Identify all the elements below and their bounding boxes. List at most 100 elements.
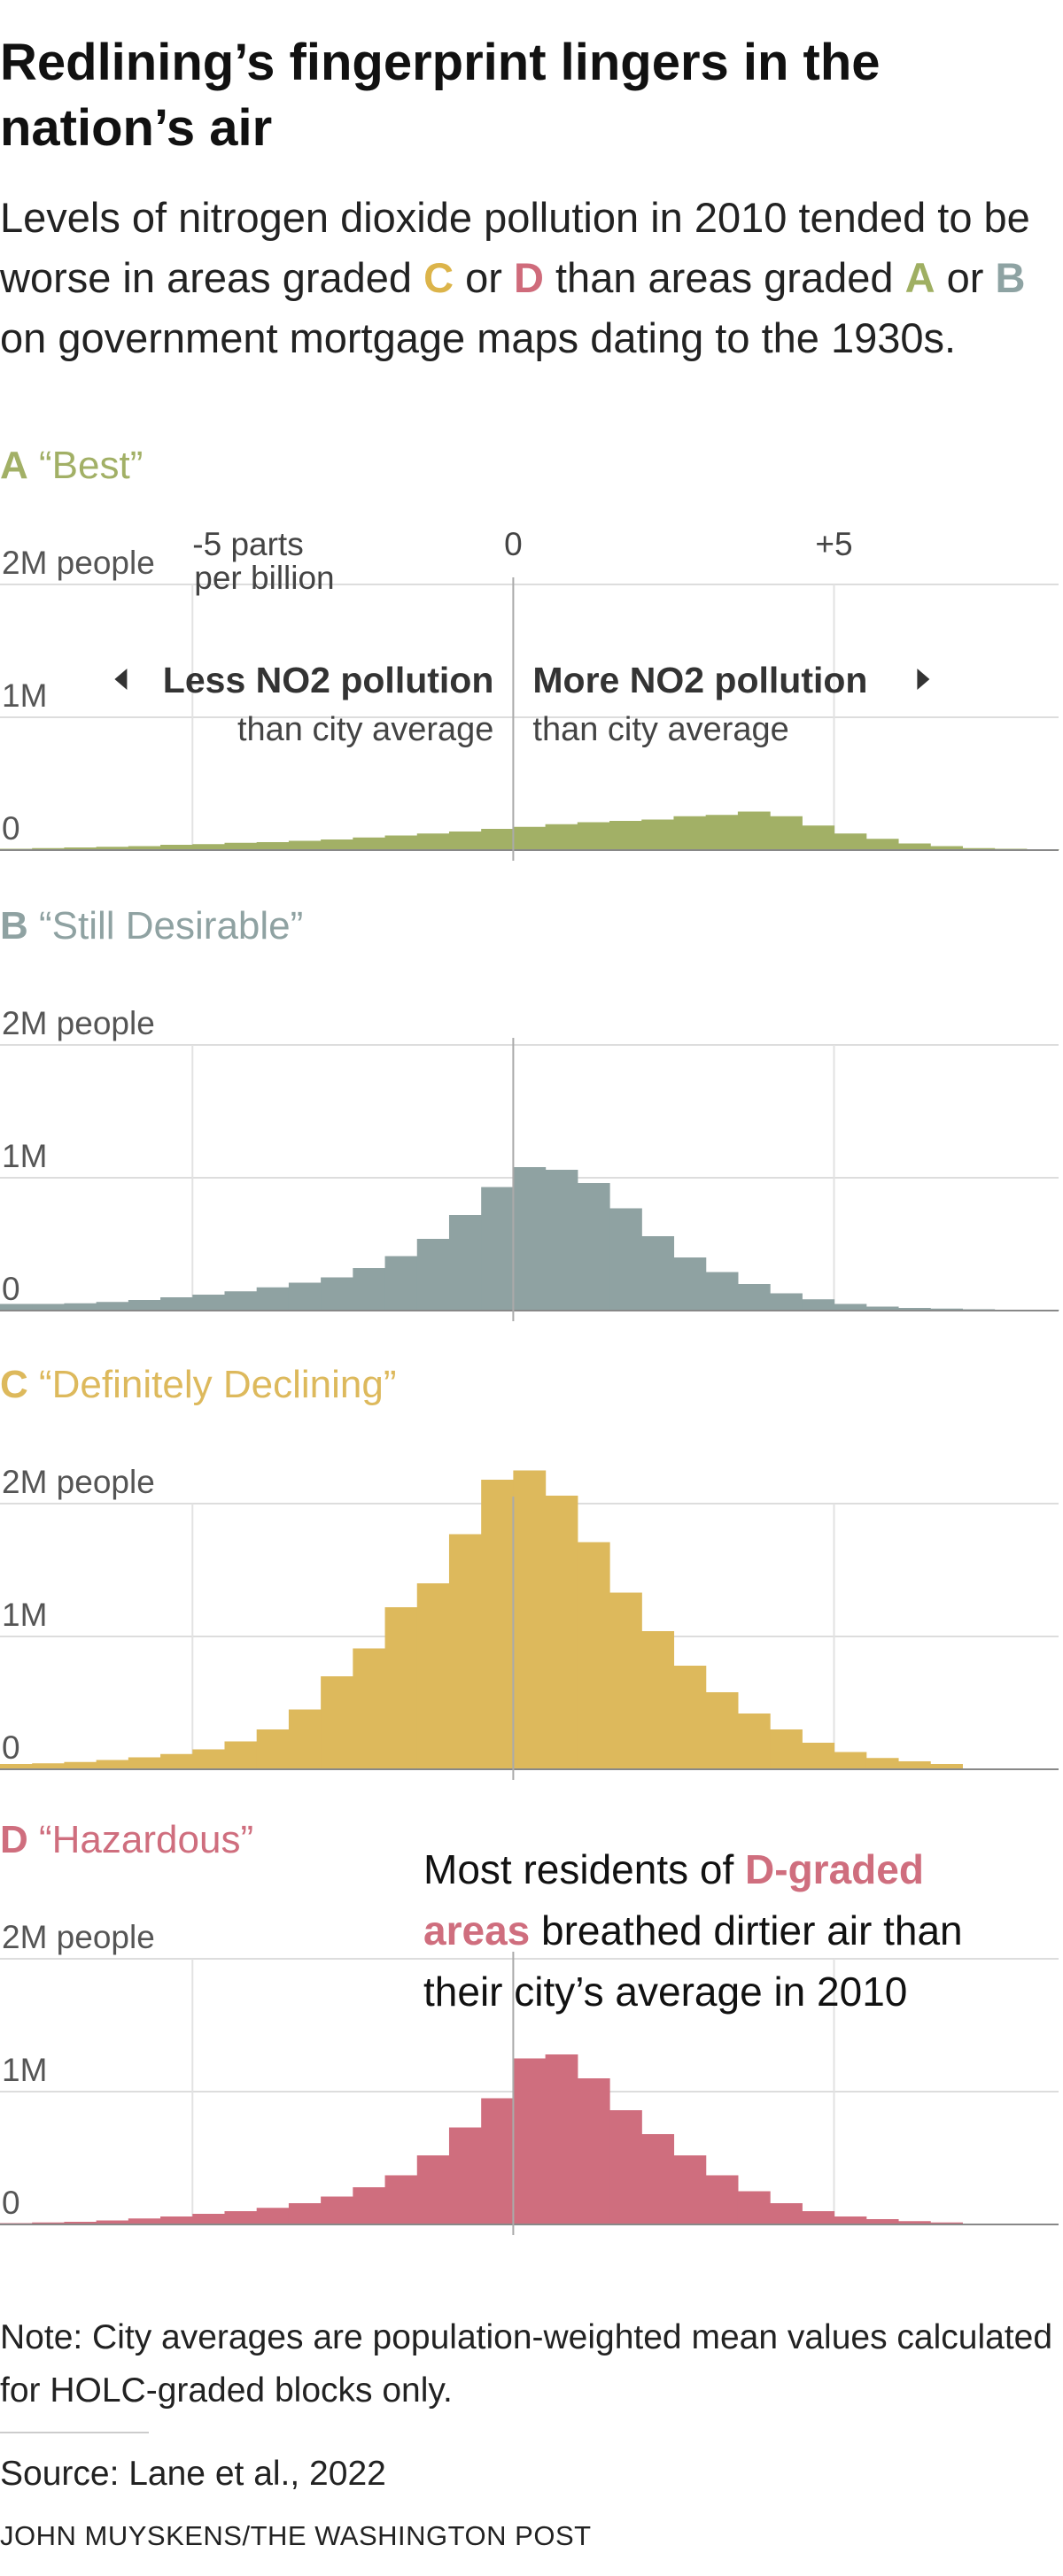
histogram-bar — [321, 1676, 353, 1769]
histogram-bar — [64, 847, 97, 850]
y-tick-label: 0 — [2, 2185, 20, 2221]
histogram-bar — [930, 2222, 963, 2224]
histogram-bar — [897, 1308, 931, 1311]
y-tick-label: 0 — [2, 1729, 20, 1766]
histogram-bar — [128, 1757, 161, 1769]
histogram-bar — [641, 819, 675, 850]
histogram-bar — [192, 1749, 226, 1769]
histogram-bar — [256, 1287, 290, 1311]
x-tick-label: per billion — [194, 560, 334, 596]
histogram-bar — [32, 1303, 66, 1311]
histogram-bar — [160, 2216, 193, 2224]
histogram-bar — [416, 1239, 450, 1311]
grade-letter: C — [0, 1363, 28, 1406]
histogram-bar — [705, 1272, 739, 1311]
histogram-bar — [288, 1282, 322, 1311]
histogram-bar — [32, 2222, 66, 2224]
histogram-bar — [224, 1741, 258, 1769]
histogram-bar — [128, 846, 161, 850]
histogram-bar — [865, 1758, 899, 1769]
y-tick-label: 2M people — [2, 1005, 155, 1041]
histogram-bar — [32, 1763, 66, 1769]
histogram-bar — [705, 2175, 739, 2224]
histogram-bar — [448, 1215, 482, 1311]
y-tick-label: 2M people — [2, 1919, 155, 1955]
histogram-bar — [256, 2208, 290, 2224]
histogram-bar — [897, 2221, 931, 2224]
histogram-bar — [545, 1170, 578, 1311]
more-pollution-sublabel: than city average — [532, 711, 788, 748]
grade-letter: B — [0, 904, 28, 948]
y-tick-label: 1M — [2, 1597, 47, 1633]
histogram-bar — [673, 1257, 707, 1311]
histogram-bar — [802, 1743, 835, 1769]
histogram-bar — [673, 2155, 707, 2224]
histogram-bar — [897, 843, 931, 850]
histogram-bar — [353, 1268, 386, 1311]
chart-subtitle: Levels of nitrogen dioxide pollution in … — [0, 188, 1063, 368]
histogram-bar — [513, 2058, 547, 2224]
histogram-bar — [224, 842, 258, 850]
histogram-bar — [416, 1583, 450, 1769]
histogram-bar — [96, 1760, 129, 1769]
histogram-bar — [416, 2155, 450, 2224]
y-tick-label: 1M — [2, 2052, 47, 2088]
histogram-bar — [321, 839, 353, 850]
histogram-bar — [609, 821, 642, 850]
histogram-bar — [897, 1761, 931, 1769]
histogram-bar — [256, 1729, 290, 1769]
histogram-bar — [96, 847, 129, 850]
histogram-bar — [802, 1299, 835, 1311]
y-tick-label: 2M people — [2, 1464, 155, 1500]
histogram-bar — [160, 1753, 193, 1769]
histogram-bar — [865, 1306, 899, 1311]
histogram-bar — [224, 2211, 258, 2224]
histogram-bar — [770, 2203, 803, 2224]
histogram-bar — [737, 1713, 771, 1769]
histogram-bar — [770, 1729, 803, 1769]
histogram-bar — [545, 2054, 578, 2224]
histogram-bar — [353, 2187, 386, 2224]
histogram-bar — [192, 1295, 226, 1311]
subtitle-text: on government mortgage maps dating to th… — [0, 314, 957, 361]
grade-letter: D — [0, 1818, 28, 1861]
histogram-bar — [641, 1236, 675, 1311]
left-arrow-icon — [114, 669, 128, 690]
histogram-bar — [128, 1300, 161, 1311]
histogram-bar — [865, 839, 899, 850]
d-annotation-highlight: areas — [423, 1907, 530, 1953]
d-annotation-line: their city’s average in 2010 — [423, 1969, 907, 2015]
grade-letter: A — [0, 444, 28, 487]
y-tick-label: 0 — [2, 1271, 20, 1307]
histogram-bar — [673, 1666, 707, 1769]
histogram-bar — [865, 2219, 899, 2224]
histogram-bar — [609, 1592, 642, 1769]
histogram-bar — [192, 2214, 226, 2224]
histogram-bar — [128, 2218, 161, 2224]
histogram-bar — [64, 1303, 97, 1311]
histogram-bar — [834, 1303, 867, 1311]
histogram-bar — [416, 833, 450, 850]
histogram-bar — [321, 1277, 353, 1311]
histogram-bar — [288, 1709, 322, 1769]
histogram-bar — [930, 1764, 963, 1769]
histogram-bar — [0, 1303, 33, 1311]
panel-title: D “Hazardous” — [0, 1818, 253, 1861]
grade-d-keyword: D — [513, 254, 544, 301]
panel-title: C “Definitely Declining” — [0, 1363, 396, 1406]
histogram-bar — [481, 2098, 514, 2224]
histogram-bar — [513, 826, 547, 850]
x-tick-label: 0 — [504, 526, 523, 562]
histogram-bar — [513, 1167, 547, 1311]
histogram-bar — [513, 1470, 547, 1769]
histogram-bar — [96, 1302, 129, 1311]
d-annotation-line: areas breathed dirtier air than — [423, 1907, 963, 1953]
grade-name: “Still Desirable” — [28, 904, 304, 948]
histogram-bar — [545, 824, 578, 850]
histogram-bar — [641, 1631, 675, 1769]
histogram-bar — [705, 815, 739, 850]
histogram-panels: 2M people 1M 0 A “Best” 2M people 1M 0 B “Still… — [0, 444, 1059, 2235]
y-tick-label: 2M people — [2, 545, 155, 581]
subtitle-text: or — [454, 254, 514, 301]
histogram-bar — [770, 1293, 803, 1311]
